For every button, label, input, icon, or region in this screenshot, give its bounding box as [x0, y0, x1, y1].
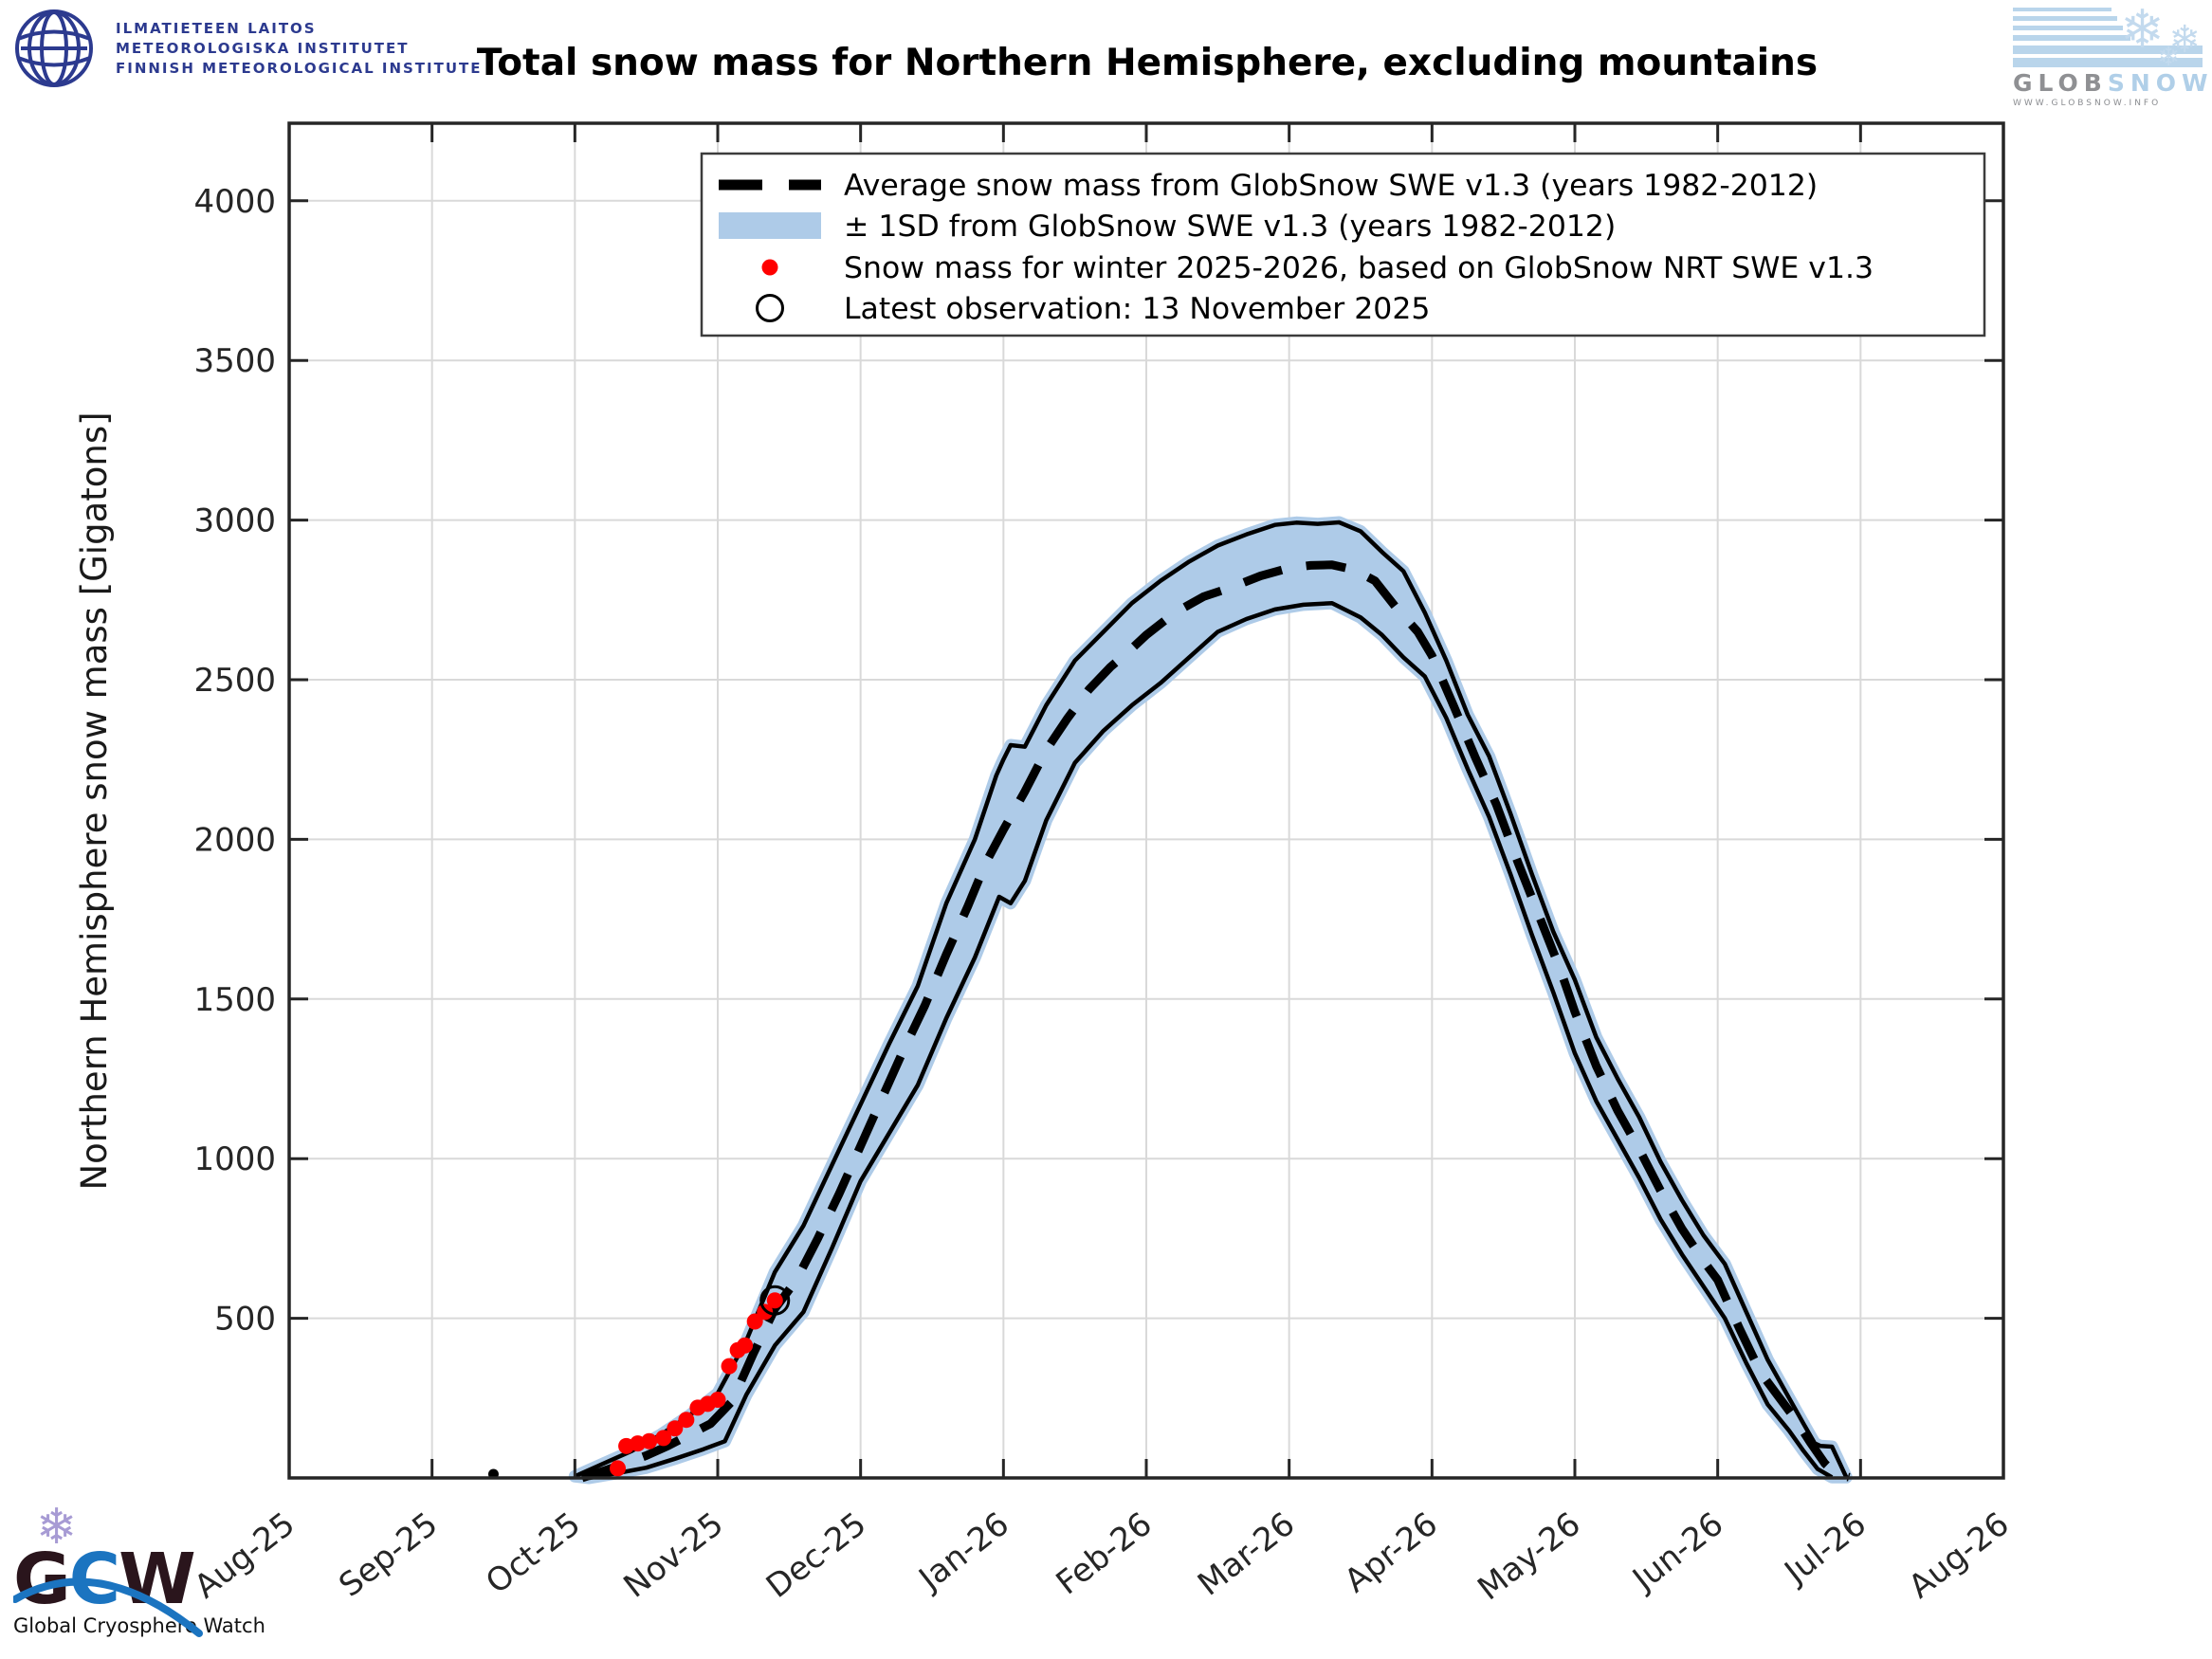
winter-observation-dot — [746, 1313, 763, 1330]
fmi-logo-text: ILMATIETEEN LAITOS METEOROLOGISKA INSTIT… — [116, 8, 483, 79]
winter-observation-dot — [737, 1337, 754, 1354]
page-title: Total snow mass for Northern Hemisphere,… — [476, 42, 1819, 84]
snowflake-icon: ❄ — [2120, 0, 2165, 61]
fmi-globe-icon — [15, 9, 93, 87]
x-tick-label: Sep-25 — [332, 1505, 445, 1605]
globsnow-stripes: ❄ ❄ ❄ — [2013, 4, 2203, 70]
fmi-line-en: FINNISH METEOROLOGICAL INSTITUTE — [116, 60, 483, 77]
axis-ticks — [287, 123, 2005, 1478]
y-tick-label: 4000 — [193, 183, 276, 221]
sd-band-upper-edge — [574, 520, 1849, 1479]
winter-observation-dot — [766, 1292, 783, 1309]
snowflake-icon: ❄ — [36, 1499, 78, 1556]
x-tick-label: Apr-26 — [1338, 1505, 1445, 1601]
y-tick-label: 1000 — [193, 1140, 276, 1178]
legend-box — [700, 152, 1986, 337]
x-tick-label: Mar-26 — [1191, 1505, 1302, 1604]
fmi-line-sv: METEOROLOGISKA INSTITUTET — [116, 40, 410, 57]
legend-label: Snow mass for winter 2025-2026, based on… — [844, 251, 1874, 285]
snowflake-icon: ❄ — [2157, 41, 2180, 72]
globsnow-url: WWW.GLOBSNOW.INFO — [2013, 99, 2162, 108]
y-tick-label: 2000 — [193, 821, 276, 859]
sd-band-lower-edge — [589, 600, 1834, 1481]
winter-observation-dot — [655, 1430, 672, 1447]
y-tick-label: 500 — [214, 1301, 276, 1339]
legend-band-sample — [719, 212, 821, 239]
globsnow-wordmark: GLOBSNOW — [2013, 69, 2208, 97]
x-tick-label: Jul-26 — [1777, 1505, 1874, 1593]
legend-label: Average snow mass from GlobSnow SWE v1.3… — [844, 169, 1818, 203]
latest-observation-marker — [759, 1285, 791, 1316]
legend-label: Latest observation: 13 November 2025 — [844, 292, 1430, 326]
legend: Average snow mass from GlobSnow SWE v1.3… — [700, 152, 1986, 337]
winter-observation-dot — [721, 1358, 738, 1375]
legend-red-dot-sample — [761, 259, 778, 276]
gcw-wordmark: GCW — [13, 1544, 241, 1637]
y-tick-label: 1500 — [193, 981, 276, 1019]
x-tick-label: Oct-25 — [479, 1505, 588, 1602]
winter-observation-dot — [709, 1391, 726, 1408]
x-tick-label: Jun-26 — [1624, 1505, 1730, 1600]
y-axis-label: Northern Hemisphere snow mass [Gigatons] — [74, 411, 115, 1190]
average-snow-mass-line — [580, 560, 1851, 1483]
winter-observation-dot — [678, 1412, 695, 1429]
legend-open-circle-sample — [756, 294, 784, 322]
y-tick-label: 3000 — [193, 502, 276, 540]
x-tick-label: Aug-26 — [1902, 1505, 2017, 1607]
x-tick-label: Feb-26 — [1050, 1505, 1160, 1603]
sd-band — [568, 516, 1853, 1485]
y-tick-label: 3500 — [193, 342, 276, 380]
globsnow-logo: ❄ ❄ ❄ GLOBSNOW WWW.GLOBSNOW.INFO — [2013, 4, 2208, 108]
winter-observation-dot — [610, 1460, 627, 1477]
fmi-line-fi: ILMATIETEEN LAITOS — [116, 20, 317, 37]
x-tick-label: Jan-26 — [911, 1505, 1016, 1599]
winter-2025-2026-dots — [610, 1292, 783, 1477]
x-tick-label: Dec-25 — [759, 1505, 873, 1606]
snowflake-icon: ❄ — [2168, 18, 2201, 62]
winter-observation-dot — [641, 1432, 658, 1449]
legend-label: ± 1SD from GlobSnow SWE v1.3 (years 1982… — [844, 210, 1616, 244]
gcw-logo: ❄ GCW Global Cryosphere Watch — [13, 1499, 265, 1637]
fmi-logo: ILMATIETEEN LAITOS METEOROLOGISKA INSTIT… — [13, 8, 483, 89]
globsnow-word-snow: SNOW — [2107, 69, 2212, 97]
winter-observation-dot — [667, 1420, 684, 1437]
globsnow-word-glob: GLOB — [2013, 69, 2108, 97]
x-tick-label: Nov-25 — [617, 1505, 731, 1606]
y-tick-label: 2500 — [193, 662, 276, 700]
x-tick-label: May-26 — [1471, 1505, 1587, 1609]
winter-observation-dot — [757, 1304, 774, 1321]
